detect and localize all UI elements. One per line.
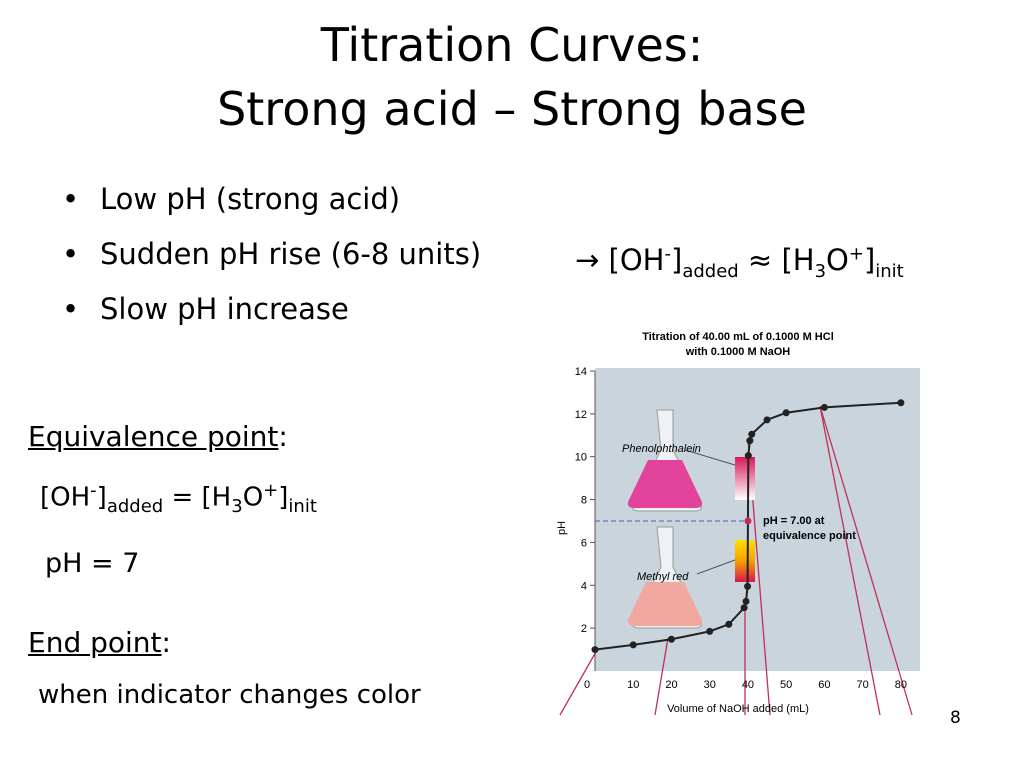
formula: added: [106, 495, 164, 517]
x-tick-label: 50: [780, 679, 792, 691]
arrow: →: [575, 243, 600, 277]
y-tick-label: 12: [575, 409, 587, 421]
point: [667, 635, 675, 643]
formula: ]: [278, 482, 289, 513]
formula: ]: [670, 243, 683, 277]
heading-text: Equivalence point: [28, 420, 279, 453]
annotation: pH = 7.00 at: [763, 515, 825, 527]
point: [744, 582, 752, 590]
bullet: • Low pH (strong acid): [62, 182, 401, 216]
formula: -: [90, 480, 97, 501]
chart-title: Titration of 40.00 mL of 0.1000 M HCl: [642, 331, 834, 343]
point: [742, 597, 750, 605]
y-tick-label: 14: [575, 366, 587, 378]
formula: 3: [231, 495, 243, 517]
point: [629, 641, 637, 649]
heading: End point:: [28, 626, 171, 659]
formula: ≈ [H: [738, 243, 815, 277]
arrow-note: → [OH-]added ≈ [H3O+]init: [575, 243, 904, 282]
point: [782, 409, 790, 417]
page-number: 8: [950, 708, 961, 728]
formula: [OH: [40, 482, 91, 513]
x-tick-label: 80: [895, 679, 907, 691]
formula: = [H: [163, 482, 232, 513]
annotation: equivalence point: [763, 530, 856, 542]
formula: init: [875, 260, 904, 282]
point: [706, 627, 714, 635]
point: [740, 604, 748, 612]
indicator-range: [735, 457, 755, 500]
formula: init: [288, 495, 317, 517]
leader: [696, 559, 736, 575]
formula: +: [263, 480, 279, 501]
x-tick-label: 0: [584, 679, 590, 691]
x-tick-label: 70: [857, 679, 869, 691]
leader: [684, 449, 736, 466]
bullet: • Slow pH increase: [62, 292, 349, 326]
point: [725, 620, 733, 628]
annotation: Methyl red: [637, 571, 689, 583]
colon: :: [278, 420, 288, 453]
flask: [627, 409, 703, 629]
formula: added: [682, 260, 739, 282]
x-tick-label: 30: [704, 679, 716, 691]
point: [746, 437, 754, 445]
x-axis-label: Volume of NaOH added (mL): [667, 703, 809, 715]
bullet: • Sudden pH rise (6-8 units): [62, 237, 482, 271]
formula-line: [OH-]added = [H3O+]init: [40, 480, 317, 517]
formula: 3: [814, 260, 827, 282]
title: Titration Curves:: [320, 18, 704, 72]
point: [744, 517, 752, 525]
point: [744, 452, 752, 460]
bullet-text: Low pH (strong acid): [100, 182, 401, 216]
formula: ]: [863, 243, 876, 277]
formula: O: [826, 243, 849, 277]
x-tick-label: 20: [665, 679, 677, 691]
annotation: Phenolphthalein: [622, 443, 701, 455]
y-tick-label: 6: [581, 537, 587, 549]
formula: ]: [96, 482, 107, 513]
formula: +: [848, 243, 864, 265]
text: pH = 7: [45, 548, 140, 579]
point: [763, 416, 771, 424]
y-tick-label: 2: [581, 623, 587, 635]
bullet-text: Sudden pH rise (6-8 units): [100, 237, 482, 271]
title: Strong acid – Strong base: [217, 82, 807, 136]
formula: O: [242, 482, 264, 513]
point: [748, 430, 756, 438]
indicator-range: [735, 540, 755, 582]
x-tick-label: 10: [627, 679, 639, 691]
point: [820, 403, 828, 411]
formula: -: [664, 243, 671, 265]
text: when indicator changes color: [38, 680, 421, 710]
y-tick-label: 4: [581, 580, 587, 592]
heading-text: End point: [28, 626, 162, 659]
chart-title: with 0.1000 M NaOH: [685, 346, 791, 358]
heading: Equivalence point:: [28, 420, 288, 453]
point: [591, 646, 599, 654]
x-tick-label: 60: [818, 679, 830, 691]
colon: :: [161, 626, 171, 659]
point: [897, 399, 905, 407]
bullet-text: Slow pH increase: [100, 292, 349, 326]
line: [594, 401, 901, 651]
x-tick-label: 40: [742, 679, 754, 691]
y-tick-label: 8: [581, 495, 587, 507]
formula: [OH: [599, 243, 665, 277]
y-axis-label: pH: [556, 521, 568, 535]
y-tick-label: 10: [575, 452, 587, 464]
